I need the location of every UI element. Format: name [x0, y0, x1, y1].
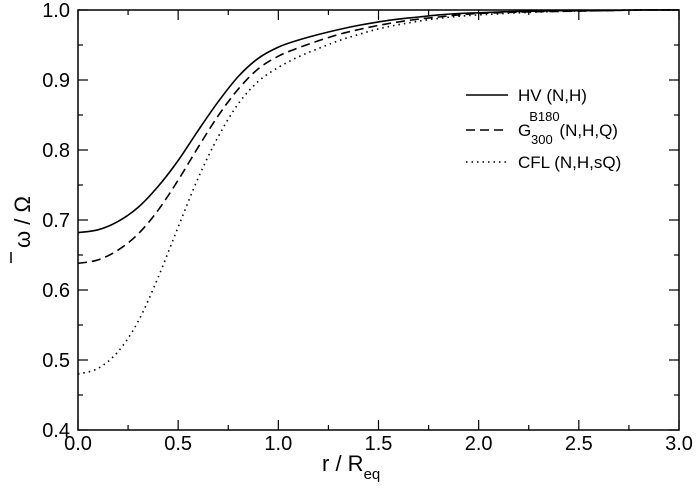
x-tick-label: 1.5: [365, 433, 393, 455]
axis-ticks: [77, 9, 680, 431]
series-line-2: [77, 9, 680, 375]
y-tick-label: 0.4: [42, 420, 70, 442]
y-axis-title: ω / Ω: [10, 196, 35, 248]
legend-label-g300-sub: 300: [531, 132, 553, 147]
legend-label-cfl: CFL (N,H,sQ): [518, 153, 621, 172]
legend-label-hv: HV (N,H): [518, 86, 587, 105]
series-lines: [77, 9, 680, 375]
series-line-1: [77, 9, 680, 265]
x-tick-label: 3.0: [665, 433, 693, 455]
x-tick-label: 2.5: [565, 433, 593, 455]
plot-frame: [77, 9, 680, 431]
y-tick-label: 0.6: [42, 280, 70, 302]
x-axis-title-main: r / R: [322, 451, 364, 476]
legend-label-g300-sup: B180: [529, 109, 559, 124]
y-tick-label: 1.0: [42, 0, 70, 22]
legend-label-g300: GB180 300 (N,H,Q): [518, 109, 618, 147]
legend-label-g300-base: G: [518, 121, 531, 140]
y-tick-label: 0.8: [42, 140, 70, 162]
tick-labels: 0.0 0.5 1.0 1.5 2.0 2.5 3.0 0.4 0.5 0.6 0.7 0.8 0.9 1…: [42, 0, 693, 455]
x-tick-label: 2.0: [465, 433, 493, 455]
x-axis-title-sub: eq: [364, 466, 381, 483]
x-tick-label: 0.5: [164, 433, 192, 455]
y-tick-label: 0.7: [42, 210, 70, 232]
x-tick-label: 0.0: [64, 433, 92, 455]
x-axis-title: r / Req: [322, 451, 380, 483]
x-tick-label: 1.0: [264, 433, 292, 455]
legend-label-g300-suffix: (N,H,Q): [555, 121, 618, 140]
legend: HV (N,H) GB180 300 (N,H,Q) CFL (N,H,sQ): [466, 86, 621, 172]
y-tick-label: 0.5: [42, 350, 70, 372]
y-tick-label: 0.9: [42, 70, 70, 92]
